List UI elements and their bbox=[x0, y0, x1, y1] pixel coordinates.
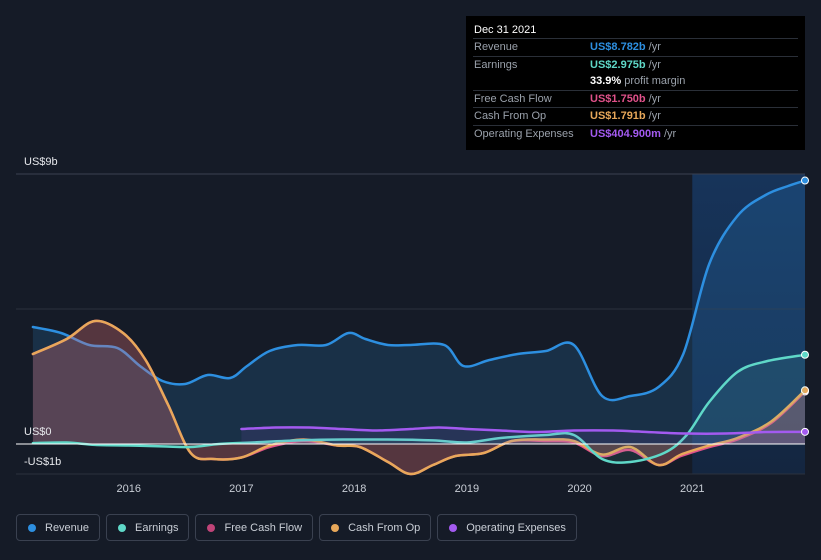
tooltip-date: Dec 31 2021 bbox=[474, 24, 537, 36]
tooltip-row-opex: Operating Expenses US$404.900m /yr bbox=[473, 124, 798, 143]
highlight-region bbox=[692, 174, 805, 474]
tooltip-unit: /yr bbox=[648, 58, 661, 71]
series-area-free-cash-flow bbox=[32, 320, 805, 475]
tooltip-row-earnings: Earnings US$2.975b /yr bbox=[473, 55, 798, 74]
legend-dot-icon bbox=[207, 523, 216, 532]
series-endpoint-revenue bbox=[801, 176, 809, 185]
legend-item-revenue[interactable]: Revenue bbox=[16, 514, 101, 541]
y-axis-bottom-label: -US$1b bbox=[24, 456, 62, 468]
tooltip-panel: Dec 31 2021 Revenue US$8.782b /yr Earnin… bbox=[466, 16, 805, 150]
tooltip-row-revenue: Revenue US$8.782b /yr bbox=[473, 38, 798, 56]
tooltip-label: Revenue bbox=[474, 41, 519, 53]
legend-label: Earnings bbox=[135, 521, 179, 534]
legend-dot-icon bbox=[118, 523, 127, 532]
legend-label: Revenue bbox=[45, 521, 90, 534]
legend-label: Free Cash Flow bbox=[224, 521, 303, 534]
tooltip-value: US$1.791b bbox=[590, 110, 646, 123]
series-endpoint-cash-from-op bbox=[801, 386, 809, 395]
x-tick-label-2020: 2020 bbox=[567, 483, 591, 495]
legend-item-operating-expenses[interactable]: Operating Expenses bbox=[437, 514, 577, 541]
legend-dot-icon bbox=[449, 523, 458, 532]
legend-item-cash-from-op[interactable]: Cash From Op bbox=[319, 514, 432, 541]
series-line-revenue bbox=[31, 179, 807, 402]
series-area-cash-from-op bbox=[32, 320, 805, 475]
series-area-revenue bbox=[32, 180, 805, 444]
tooltip-value: US$1.750b bbox=[590, 92, 646, 105]
legend-dot-icon bbox=[28, 523, 36, 532]
tooltip-row-margin: 33.9% profit margin bbox=[473, 73, 798, 90]
series-line-cash-from-op bbox=[31, 319, 807, 476]
series-endpoint-operating-expenses bbox=[801, 427, 809, 436]
y-axis-top-label: US$9b bbox=[24, 156, 58, 168]
tooltip-unit: /yr bbox=[648, 110, 661, 123]
series-line-operating-expenses bbox=[240, 426, 807, 435]
x-tick-label-2017: 2017 bbox=[229, 483, 253, 495]
tooltip-label: Earnings bbox=[474, 58, 518, 71]
x-tick-label-2018: 2018 bbox=[342, 483, 366, 495]
tooltip-unit: /yr bbox=[648, 92, 661, 105]
legend-label: Operating Expenses bbox=[466, 521, 566, 534]
tooltip-unit: /yr bbox=[648, 41, 661, 53]
tooltip-label: Free Cash Flow bbox=[474, 92, 552, 105]
tooltip-unit: profit margin bbox=[624, 75, 686, 88]
legend-label: Cash From Op bbox=[348, 521, 421, 534]
legend-item-free-cash-flow[interactable]: Free Cash Flow bbox=[195, 514, 314, 541]
tooltip-value: US$2.975b bbox=[590, 58, 646, 71]
tooltip-label bbox=[473, 73, 590, 90]
tooltip-unit: /yr bbox=[663, 127, 677, 140]
tooltip-label: Operating Expenses bbox=[474, 127, 574, 140]
x-tick-label-2021: 2021 bbox=[680, 483, 704, 495]
legend-item-earnings[interactable]: Earnings bbox=[106, 514, 190, 541]
tooltip-value: 33.9% bbox=[590, 75, 622, 88]
tooltip-label: Cash From Op bbox=[474, 110, 547, 123]
legend: Revenue Earnings Free Cash Flow Cash Fro… bbox=[16, 514, 577, 541]
series-endpoint-earnings bbox=[801, 350, 809, 359]
tooltip-value: US$404.900m bbox=[590, 127, 661, 140]
tooltip-value: US$8.782b bbox=[590, 41, 646, 53]
tooltip-row-fcf: Free Cash Flow US$1.750b /yr bbox=[473, 89, 798, 108]
tooltip-row-cfo: Cash From Op US$1.791b /yr bbox=[473, 107, 798, 125]
x-tick-label-2019: 2019 bbox=[455, 483, 479, 495]
legend-dot-icon bbox=[331, 523, 340, 532]
y-axis-zero-label: US$0 bbox=[24, 426, 52, 438]
x-tick-label-2016: 2016 bbox=[116, 483, 140, 495]
